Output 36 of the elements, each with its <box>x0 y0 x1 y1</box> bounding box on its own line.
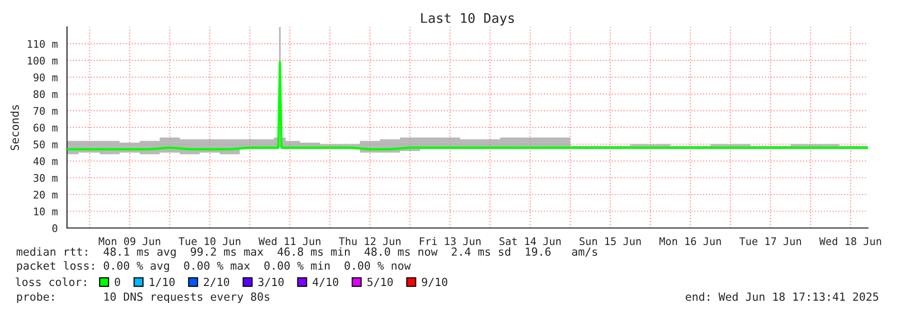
y-tick-label: 60 m <box>34 124 58 132</box>
chart-title: Last 10 Days <box>421 13 514 26</box>
x-tick-label: Mon 16 Jun <box>659 237 721 246</box>
legend-label: 9/10 <box>422 278 448 287</box>
y-tick-label: 100 m <box>28 56 58 65</box>
legend-label: 2/10 <box>204 278 230 287</box>
y-tick-label: 10 m <box>34 208 58 216</box>
x-tick-label: Thu 12 Jun <box>338 237 400 246</box>
x-tick-label: Mon 09 Jun <box>98 237 160 246</box>
y-tick-label: 50 m <box>34 140 58 148</box>
text: packet loss: 0.00 % avg 0.00 % max 0.00 % min 0.00 % now <box>17 261 411 272</box>
x-tick-label: Fri 13 Jun <box>420 237 481 246</box>
legend-label: 0 <box>114 278 120 286</box>
legend-label: 1/10 <box>150 278 175 287</box>
x-tick-label: Tue 10 Jun <box>178 237 240 246</box>
x-tick-label: Sat 14 Jun <box>500 237 561 246</box>
y-tick-label: 20 m <box>34 190 58 199</box>
legend-title: loss color: <box>16 277 86 286</box>
y-tick-label: 70 m <box>34 106 58 115</box>
y-tick-label: 110 m <box>28 40 58 48</box>
y-axis-title: Seconds <box>10 105 19 150</box>
x-tick-label: Tue 17 Jun <box>739 237 801 246</box>
text: probe: 10 DNS requests every 80s <box>17 292 270 304</box>
text: end: Wed Jun 18 17:13:41 2025 <box>686 292 878 301</box>
x-tick-label: Sun 15 Jun <box>580 237 641 246</box>
legend-label: 3/10 <box>258 278 284 287</box>
legend-label: 4/10 <box>312 278 338 287</box>
legend-label: 5/10 <box>367 278 393 287</box>
text: median rtt: 48.1 ms avg 99.2 ms max 46.8 ms min 48.0 ms now 2.4 ms sd 19.6 am/s <box>16 247 598 258</box>
x-tick-label: Wed 11 Jun <box>258 237 320 246</box>
y-tick-label: 30 m <box>34 174 58 182</box>
y-tick-label: 40 m <box>33 157 58 166</box>
y-tick-label: 0 <box>52 224 58 232</box>
y-tick-label: 80 m <box>34 90 58 98</box>
x-tick-label: Wed 18 Jun <box>819 237 882 246</box>
y-tick-label: 90 m <box>34 73 58 82</box>
